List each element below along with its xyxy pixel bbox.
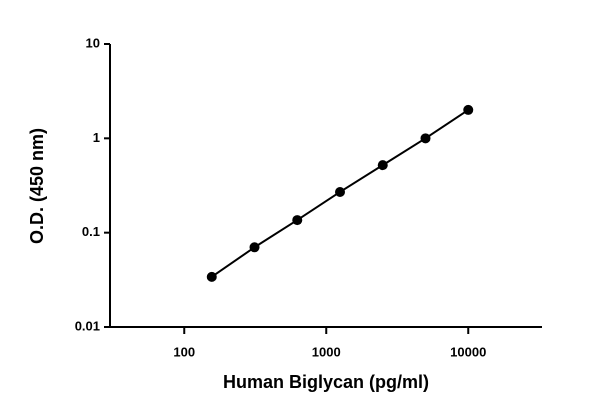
y-tick-label: 1 <box>93 130 100 145</box>
data-point <box>335 186 346 197</box>
y-axis-label: O.D. (450 nm) <box>27 128 47 244</box>
data-point <box>206 271 217 282</box>
data-point <box>377 160 388 171</box>
data-point <box>463 104 474 115</box>
x-tick-label: 100 <box>173 344 195 359</box>
x-tick-label: 10000 <box>450 344 486 359</box>
y-tick-label: 0.1 <box>82 224 100 239</box>
x-tick-label: 1000 <box>312 344 341 359</box>
data-point <box>420 133 431 144</box>
data-point <box>249 242 260 253</box>
data-point <box>292 215 303 226</box>
y-tick-label: 10 <box>86 35 100 50</box>
x-axis-label: Human Biglycan (pg/ml) <box>223 372 429 392</box>
y-tick-label: 0.01 <box>75 318 100 333</box>
